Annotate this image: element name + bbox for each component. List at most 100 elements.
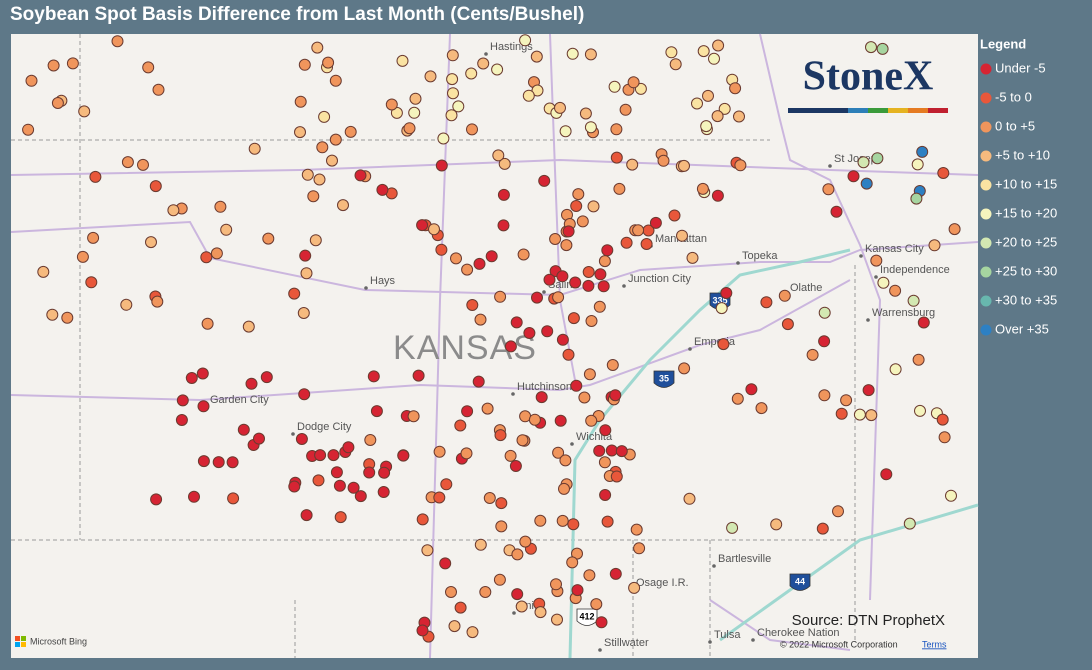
site-dot <box>242 320 255 333</box>
site-dot <box>78 105 91 118</box>
site-dot <box>185 372 198 384</box>
site-dot <box>491 63 504 76</box>
site-dot <box>585 414 598 427</box>
site-dot <box>226 456 239 469</box>
site-dot <box>676 229 688 242</box>
site-dot <box>708 52 720 65</box>
site-dot <box>260 371 273 384</box>
place-dot <box>859 254 863 258</box>
site-dot <box>579 107 592 120</box>
legend-label[interactable]: +5 to +10 <box>995 147 1050 162</box>
legend-swatch[interactable] <box>980 150 992 162</box>
site-dot <box>120 298 133 311</box>
legend-swatch[interactable] <box>980 92 992 104</box>
site-dot <box>314 449 327 462</box>
site-dot <box>702 89 714 102</box>
site-dot <box>447 87 459 100</box>
site-dot <box>354 490 367 503</box>
site-dot <box>473 257 486 270</box>
site-dot <box>560 239 573 252</box>
place-dot <box>828 164 832 168</box>
site-dot <box>610 123 623 136</box>
site-dot <box>632 224 645 237</box>
legend-label[interactable]: +20 to +25 <box>995 234 1057 249</box>
site-dot <box>608 80 621 93</box>
site-dot <box>22 123 35 136</box>
site-dot <box>318 110 331 123</box>
site-dot <box>294 95 307 108</box>
site-dot <box>597 280 610 293</box>
site-dot <box>566 47 579 60</box>
legend-swatch[interactable] <box>980 295 992 307</box>
site-dot <box>530 50 543 63</box>
site-dot <box>583 368 596 381</box>
site-dot <box>865 409 878 422</box>
site-dot <box>85 276 98 289</box>
site-dot <box>857 156 870 169</box>
terms-link[interactable]: Terms <box>922 639 947 649</box>
site-dot <box>329 133 342 146</box>
legend-label[interactable]: 0 to +5 <box>995 118 1035 133</box>
site-dot <box>711 189 724 202</box>
site-dot <box>474 538 487 551</box>
site-dot <box>598 456 611 469</box>
legend-label[interactable]: +15 to +20 <box>995 205 1057 220</box>
site-dot <box>66 57 79 70</box>
site-dot <box>853 408 866 421</box>
legend-swatch[interactable] <box>980 121 992 133</box>
site-dot <box>416 624 429 637</box>
site-dot <box>818 389 831 402</box>
place-label: Garden City <box>210 394 269 406</box>
legend-label[interactable]: -5 to 0 <box>995 89 1032 104</box>
legend-swatch[interactable] <box>980 324 992 336</box>
site-dot <box>227 492 240 505</box>
legend-label[interactable]: +10 to +15 <box>995 176 1057 191</box>
legend-swatch[interactable] <box>980 63 992 75</box>
legend-label[interactable]: Under -5 <box>995 60 1046 75</box>
legend: Under -5 -5 to 0 0 to +5 +5 to +10 +10 to +1… <box>980 60 1057 336</box>
site-dot <box>517 248 530 261</box>
site-dot <box>445 586 457 598</box>
site-dot <box>424 70 437 83</box>
site-dot <box>876 42 889 55</box>
place-label: Olathe <box>790 282 822 294</box>
site-dot <box>188 490 200 503</box>
shields: 35 335 44 412 <box>576 292 811 626</box>
legend-swatch[interactable] <box>980 266 992 278</box>
site-dot <box>903 517 916 530</box>
place-dot <box>688 347 692 351</box>
site-dot <box>121 156 134 169</box>
site-dot <box>534 606 547 619</box>
legend-label[interactable]: +30 to +35 <box>995 292 1057 307</box>
site-dot <box>599 489 612 501</box>
legend-swatch[interactable] <box>980 237 992 249</box>
site-dot <box>691 97 703 110</box>
site-dot <box>497 188 510 201</box>
site-dot <box>396 54 409 67</box>
logo-bg <box>785 55 955 125</box>
legend-swatch[interactable] <box>980 208 992 220</box>
site-dot <box>445 109 458 122</box>
legend-label[interactable]: +25 to +30 <box>995 263 1057 278</box>
bing-brand: Microsoft Bing <box>30 636 87 646</box>
site-dot <box>397 449 410 462</box>
legend-label[interactable]: Over +35 <box>995 321 1049 336</box>
site-dot <box>937 167 950 179</box>
site-dot <box>474 313 487 326</box>
site-dot <box>466 626 479 639</box>
site-dot <box>880 468 893 481</box>
logo-stripe <box>788 108 948 113</box>
site-dot <box>570 379 583 392</box>
site-dot <box>717 338 730 351</box>
site-dot <box>599 424 612 437</box>
legend-swatch[interactable] <box>980 179 992 191</box>
site-dot <box>435 159 448 172</box>
site-dot <box>316 141 329 154</box>
site-dot <box>598 255 611 268</box>
site-dot <box>197 455 210 468</box>
site-dot <box>47 59 60 72</box>
site-dot <box>295 433 308 445</box>
site-dot <box>433 445 446 458</box>
site-dot <box>433 491 446 504</box>
